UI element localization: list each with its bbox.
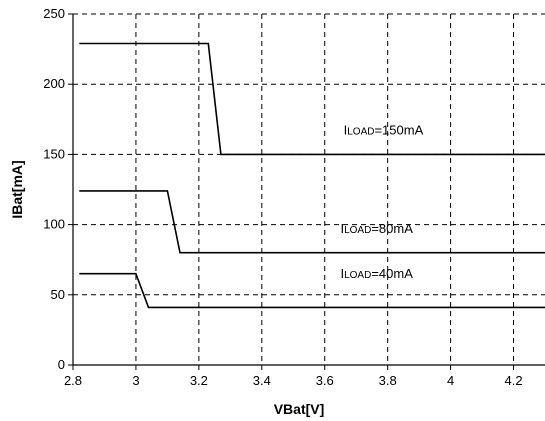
x-tick-labels: 2.8 3 3.2 3.4 3.6 3.8 4 4.2 — [64, 373, 523, 388]
y-tick-label-3: 150 — [43, 146, 65, 161]
x-tick-label-6: 4 — [447, 373, 454, 388]
series-line-0 — [79, 42, 545, 156]
x-tick-label-0: 2.8 — [64, 373, 82, 388]
x-tick-label-2: 3.2 — [190, 373, 208, 388]
y-tick-label-1: 50 — [51, 287, 65, 302]
x-tick-label-3: 3.4 — [253, 373, 271, 388]
y-tick-label-2: 100 — [43, 217, 65, 232]
x-tick-label-1: 3 — [132, 373, 139, 388]
series-line-2 — [79, 272, 545, 309]
axes — [68, 13, 545, 370]
x-axis-label: VBat[V] — [274, 401, 325, 417]
series-group — [79, 42, 545, 309]
annotations: ILOAD=150mA ILOAD=80mA ILOAD=40mA — [340, 123, 423, 281]
annotation-1: ILOAD=80mA — [340, 221, 413, 236]
grid — [73, 13, 545, 365]
x-tick-label-7: 4.2 — [504, 373, 522, 388]
y-axis-label: IBat[mA] — [9, 160, 25, 218]
y-tick-label-5: 250 — [43, 6, 65, 21]
series-line-1 — [79, 190, 545, 254]
x-tick-label-5: 3.8 — [379, 373, 397, 388]
y-tick-label-0: 0 — [58, 357, 65, 372]
y-tick-label-4: 200 — [43, 76, 65, 91]
annotation-2: ILOAD=40mA — [340, 266, 413, 281]
y-tick-labels: 0 50 100 150 200 250 — [43, 6, 65, 372]
annotation-0: ILOAD=150mA — [344, 123, 424, 138]
x-tick-label-4: 3.6 — [316, 373, 334, 388]
